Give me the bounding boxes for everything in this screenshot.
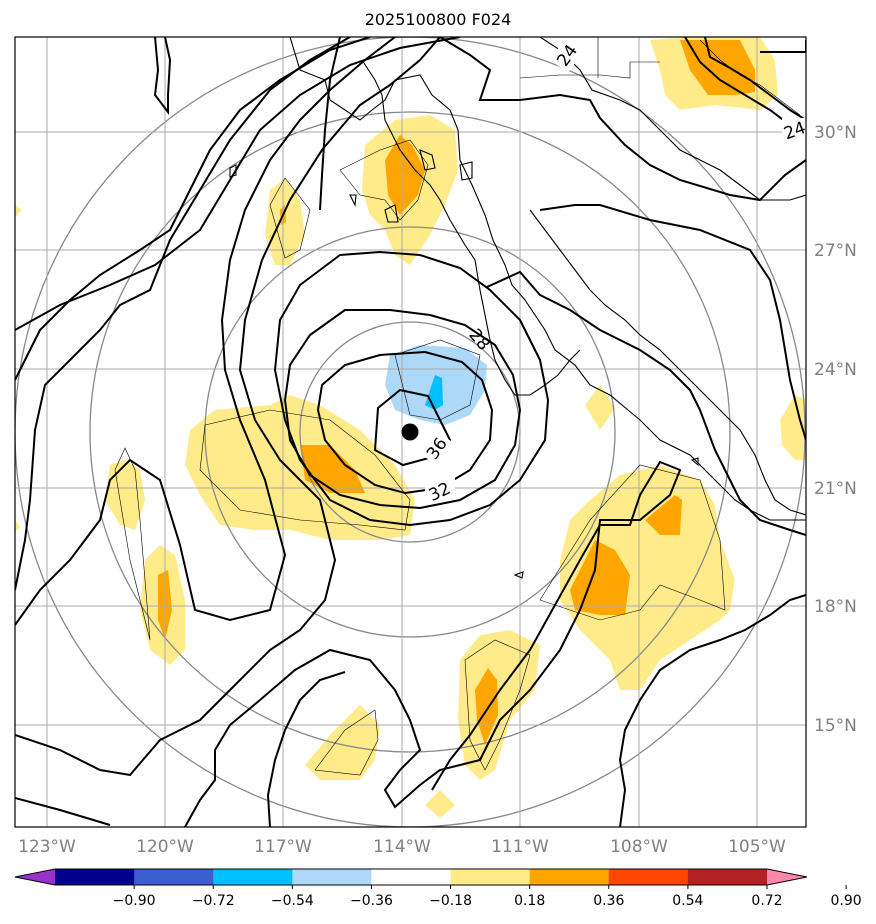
lat-label: 24°N <box>814 360 857 380</box>
colorbar-tick-label: −0.90 <box>113 893 156 909</box>
colorbar-segment <box>134 869 214 885</box>
lat-label: 27°N <box>814 241 857 261</box>
colorbar-tick-label: 0.72 <box>751 893 782 909</box>
coastlines <box>229 37 806 579</box>
lon-label: 105°W <box>728 837 786 857</box>
lat-label: 30°N <box>814 123 857 143</box>
latitude-axis: 30°N 27°N 24°N 21°N 18°N 15°N <box>814 123 857 736</box>
colorbar-segment <box>371 869 452 885</box>
lon-label: 114°W <box>373 837 431 857</box>
colorbar-tick-label: −0.72 <box>192 893 235 909</box>
colorbar-outline <box>14 868 808 886</box>
thin-contours <box>114 37 801 776</box>
colorbar-segment <box>687 869 768 885</box>
lat-label: 15°N <box>814 716 857 736</box>
colorbar-segment <box>55 869 135 885</box>
map-title: 2025100800 F024 <box>364 10 512 29</box>
colorbar-tick-label: −0.36 <box>350 893 393 909</box>
negative-shading <box>385 345 487 425</box>
colorbar-tick-label: 0.18 <box>514 893 545 909</box>
colorbar-tick-label: 0.54 <box>672 893 703 909</box>
colorbar-segment <box>529 869 610 885</box>
lon-label: 117°W <box>254 837 312 857</box>
height-contours <box>15 37 806 827</box>
colorbar-tick-label: 0.36 <box>593 893 624 909</box>
lat-label: 21°N <box>814 479 857 499</box>
storm-center-marker <box>401 423 419 441</box>
colorbar-extend-min <box>15 869 55 885</box>
lon-label: 111°W <box>491 837 549 857</box>
colorbar-tick-label: 0.90 <box>831 893 862 909</box>
colorbar-segment <box>608 869 689 885</box>
colorbar-tick-label: −0.18 <box>429 893 472 909</box>
colorbar-tick-label: −0.54 <box>271 893 314 909</box>
colorbar: −0.90 −0.72 −0.54 −0.36 −0.18 0.18 0.36 0.54 0.7… <box>14 868 862 909</box>
lon-label: 108°W <box>610 837 668 857</box>
plot-frame <box>14 36 807 828</box>
lat-label: 18°N <box>814 597 857 617</box>
longitude-axis: 123°W 120°W 117°W 114°W 111°W 108°W 105°… <box>18 837 786 857</box>
colorbar-segment <box>450 869 531 885</box>
colorbar-segment <box>213 869 293 885</box>
colorbar-segment <box>292 869 372 885</box>
contour-labels: 24 24 28 32 36 <box>417 37 809 506</box>
lon-label: 123°W <box>18 837 76 857</box>
colorbar-extend-max <box>767 869 807 885</box>
lon-label: 120°W <box>136 837 194 857</box>
